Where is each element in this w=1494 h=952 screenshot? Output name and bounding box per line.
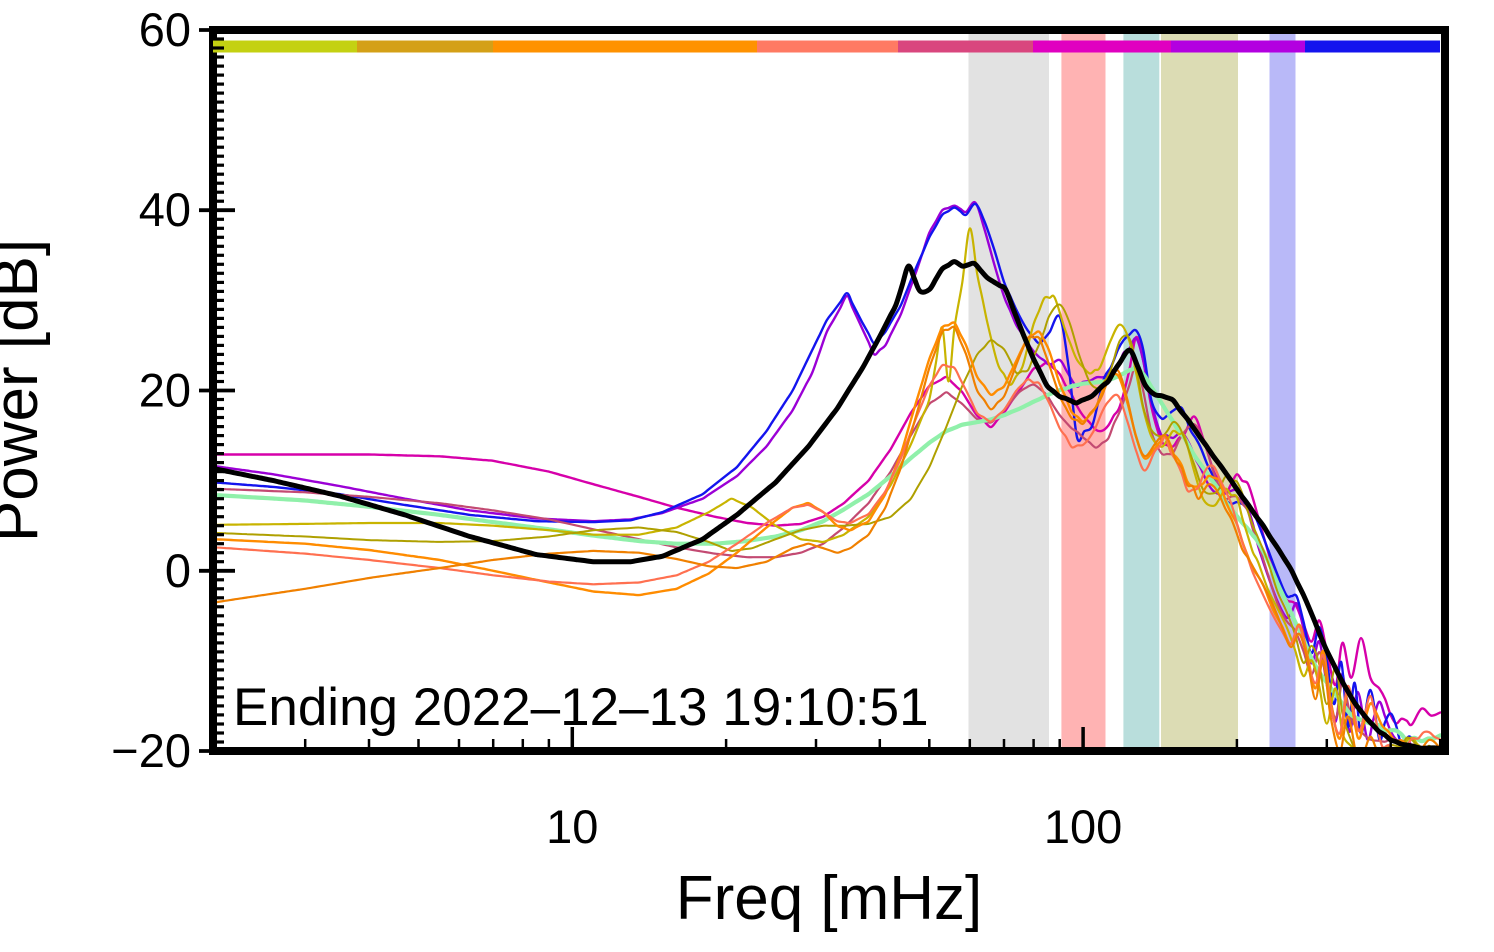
svg-text:10: 10 bbox=[546, 800, 598, 853]
svg-text:20: 20 bbox=[139, 364, 191, 417]
svg-text:100: 100 bbox=[1044, 800, 1122, 853]
svg-text:Freq [mHz]: Freq [mHz] bbox=[676, 864, 983, 933]
svg-text:−20: −20 bbox=[111, 724, 191, 777]
svg-text:Ending 2022–12–13 19:10:51: Ending 2022–12–13 19:10:51 bbox=[233, 678, 929, 737]
svg-text:40: 40 bbox=[139, 183, 191, 236]
svg-text:0: 0 bbox=[165, 544, 191, 597]
svg-text:60: 60 bbox=[139, 3, 191, 56]
svg-text:Power [dB]: Power [dB] bbox=[0, 239, 51, 542]
